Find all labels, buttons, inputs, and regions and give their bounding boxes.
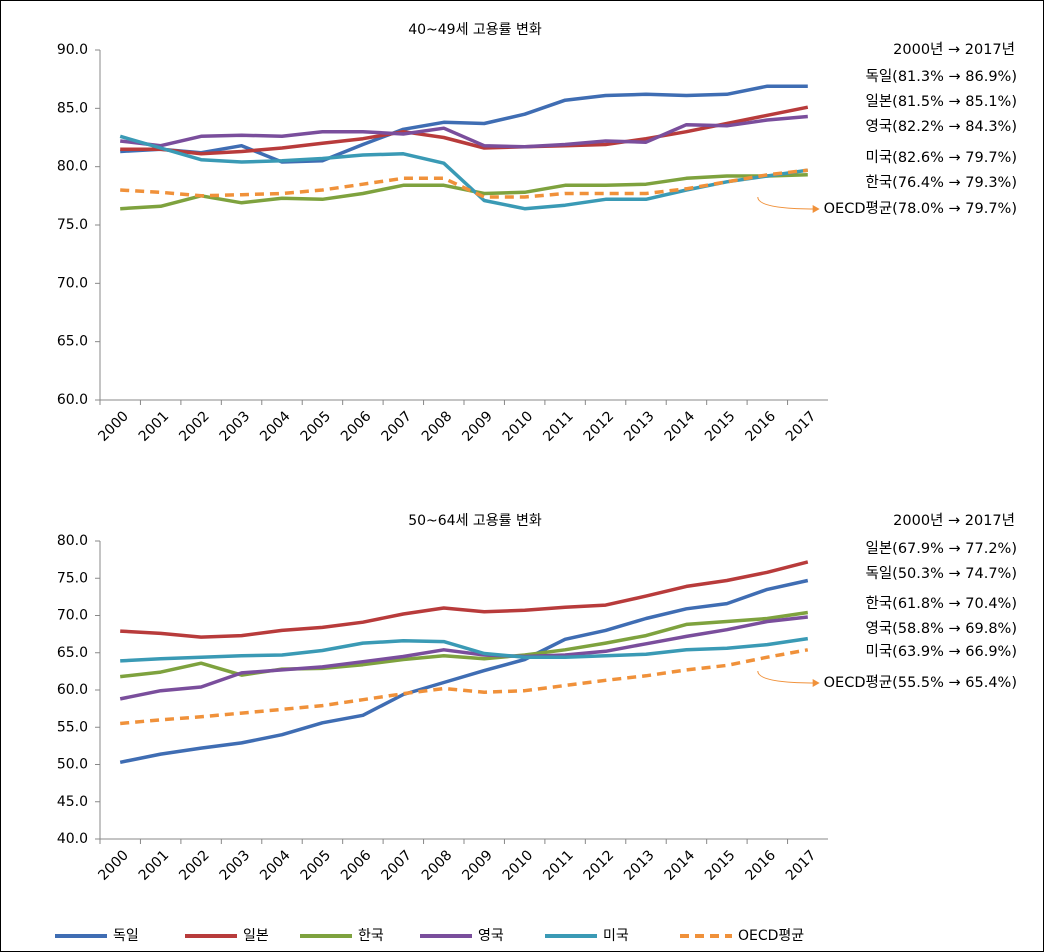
chart-title: 40~49세 고용률 변화 <box>408 22 542 38</box>
y-tick-label: 75.0 <box>57 217 88 233</box>
annotation: 영국(82.2% → 84.3%) <box>866 118 1018 135</box>
series-line <box>120 648 809 726</box>
y-tick-label: 80.0 <box>57 533 88 549</box>
series-line <box>120 560 809 639</box>
y-tick-label: 60.0 <box>57 682 88 698</box>
y-tick-label: 65.0 <box>57 645 88 661</box>
y-tick-label: 80.0 <box>57 159 88 175</box>
annotation: 미국(82.6% → 79.7%) <box>866 149 1018 166</box>
series-line <box>120 105 809 156</box>
series-line <box>119 615 808 701</box>
legend-label: 일본 <box>243 928 269 944</box>
annotation: 미국(63.9% → 66.9%) <box>866 643 1018 660</box>
note: 2000년 → 2017년 <box>893 512 1015 529</box>
annotation: 한국(61.8% → 70.4%) <box>866 595 1018 612</box>
legend-label: OECD평균 <box>738 928 804 944</box>
series-line <box>119 114 808 149</box>
series-line <box>120 636 809 663</box>
y-tick-label: 40.0 <box>57 831 88 847</box>
annotation-arrow <box>757 196 816 210</box>
series-line <box>120 168 808 199</box>
annotation: 영국(58.8% → 69.8%) <box>866 620 1018 637</box>
annotation-arrow <box>757 670 816 684</box>
series-line <box>120 610 809 679</box>
series-line <box>120 84 808 164</box>
y-tick-label: 50.0 <box>57 757 88 773</box>
arrow-head <box>812 205 820 213</box>
y-tick-label: 70.0 <box>57 275 88 291</box>
note: 2000년 → 2017년 <box>893 41 1015 58</box>
annotation: OECD평균(55.5% → 65.4%) <box>824 674 1017 691</box>
y-tick-label: 55.0 <box>57 719 88 735</box>
series-line <box>119 578 809 765</box>
annotation: 독일(50.3% → 74.7%) <box>866 565 1018 582</box>
y-tick-label: 75.0 <box>57 570 88 586</box>
arrow-head <box>812 679 820 687</box>
legend-label: 한국 <box>358 928 384 944</box>
legend-label: 미국 <box>603 928 629 944</box>
annotation: OECD평균(78.0% → 79.7%) <box>824 200 1017 217</box>
legend-label: 영국 <box>478 928 504 944</box>
y-tick-label: 90.0 <box>57 42 88 58</box>
chart-title: 50~64세 고용률 변화 <box>408 513 542 529</box>
y-tick-label: 60.0 <box>57 392 88 408</box>
annotation: 한국(76.4% → 79.3%) <box>866 174 1018 191</box>
y-tick-label: 85.0 <box>57 100 88 116</box>
y-tick-label: 45.0 <box>57 794 88 810</box>
y-tick-label: 65.0 <box>57 334 88 350</box>
annotation: 독일(81.3% → 86.9%) <box>866 68 1018 85</box>
annotation: 일본(67.9% → 77.2%) <box>866 540 1018 557</box>
legend-label: 독일 <box>113 928 139 944</box>
annotation: 일본(81.5% → 85.1%) <box>866 93 1018 110</box>
y-tick-label: 70.0 <box>57 608 88 624</box>
